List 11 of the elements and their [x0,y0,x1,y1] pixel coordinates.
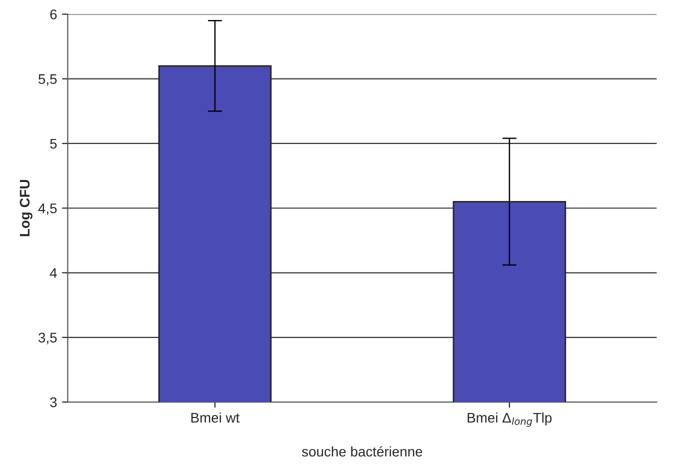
y-axis-title: Log CFU [20,180,32,236]
y-tick-label: 3,5 [38,332,57,344]
y-tick-label: 4 [50,268,57,278]
y-tick-label: 5 [50,138,57,149]
y-tick-label: 5,5 [38,74,57,86]
y-tick-label: 3 [50,397,57,408]
x-tick-label: Bmei wt [191,412,240,423]
y-tick-label: 6 [50,10,57,20]
x-tick-label: Bmei Δ$_{long}$Tlp [468,412,552,427]
x-axis-title: souche bactérienne [302,446,422,457]
y-tick-label: 4,5 [38,204,57,215]
